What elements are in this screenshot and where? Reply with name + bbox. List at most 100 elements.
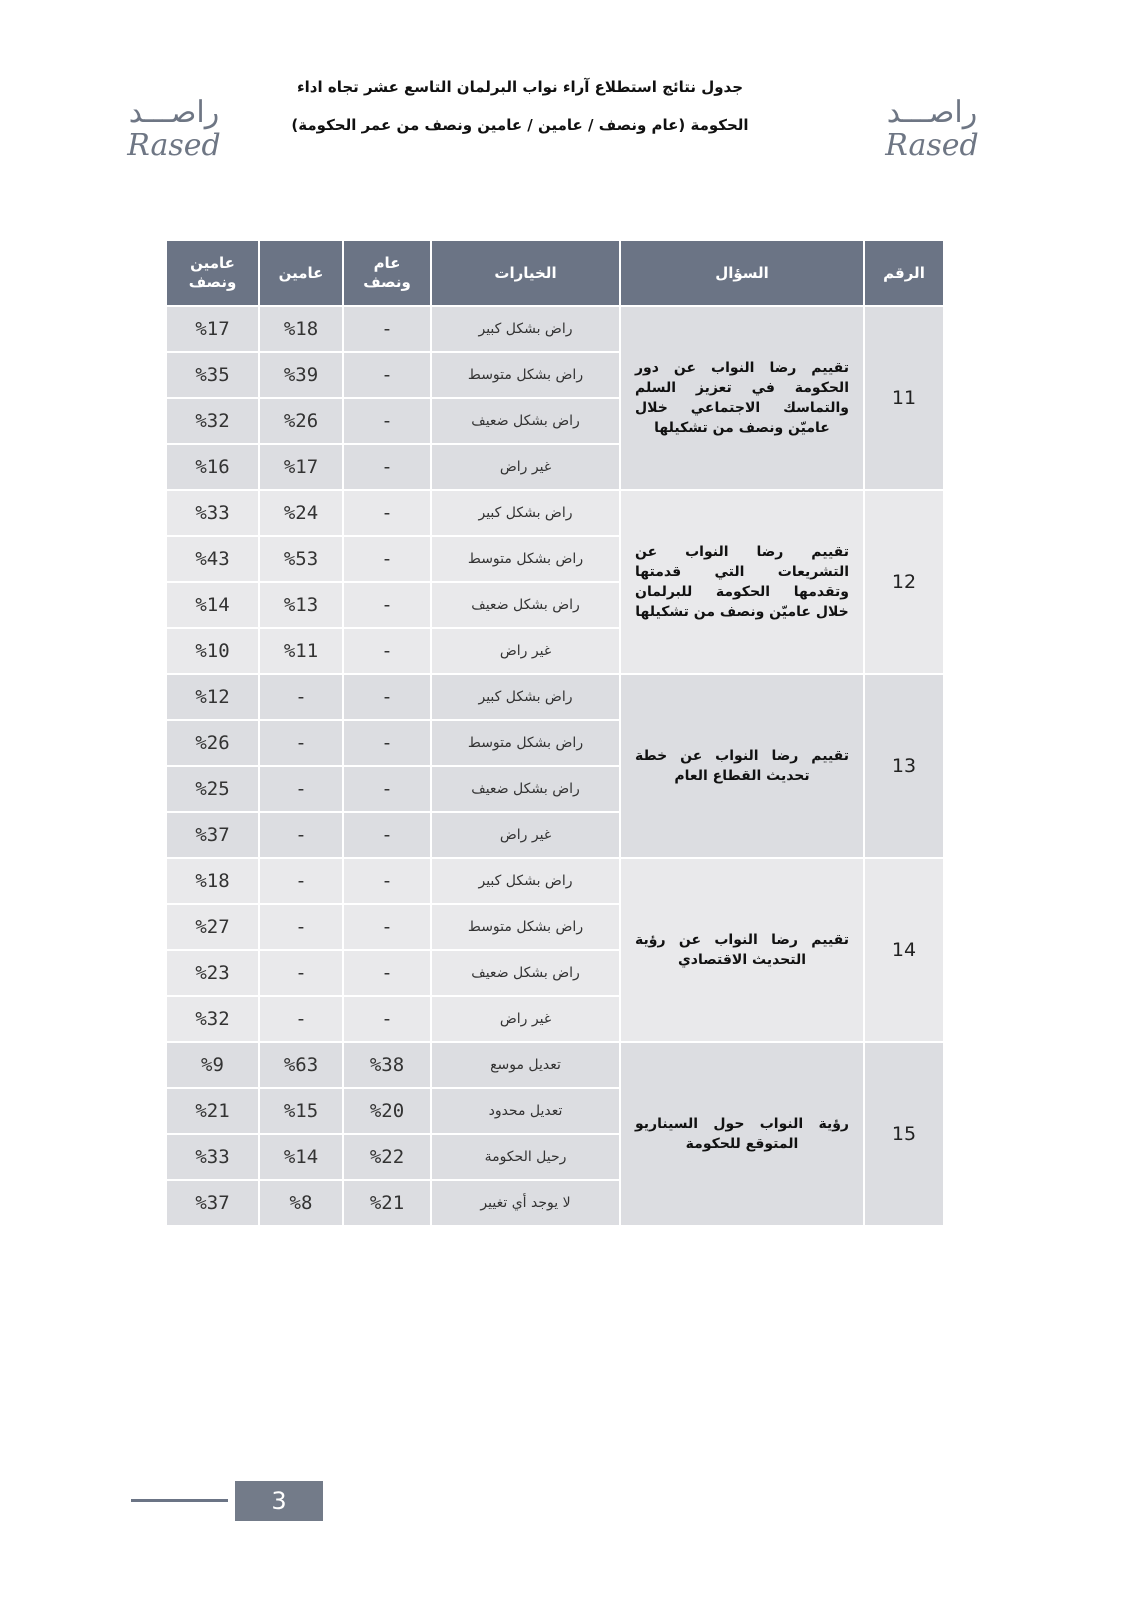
value-two-half: %35 [165, 351, 260, 399]
question-text: تقييم رضا النواب عن رؤية التحديث الاقتصا… [619, 857, 865, 1043]
value-year-half: - [342, 305, 432, 353]
table-row: 12 تقييم رضا النواب عن التشريعات التي قدم… [165, 489, 945, 675]
value-two-half: %37 [165, 1179, 260, 1227]
header-two-half: عامين ونصف [165, 239, 260, 307]
value-year-half: - [342, 397, 432, 445]
table-row: غير راض - - %32 [165, 995, 944, 1043]
value-two-half: %18 [165, 857, 260, 905]
value-two-half: %14 [165, 581, 260, 629]
value-year-half: - [342, 811, 432, 859]
value-two-years: %11 [258, 627, 344, 675]
header-question: السؤال [619, 239, 865, 307]
value-year-half: - [342, 443, 432, 491]
table-row: راض بشكل ضعيف - - %23 [165, 949, 944, 997]
value-two-years: - [258, 765, 344, 813]
value-two-years: - [258, 857, 344, 905]
table-row: لا يوجد أي تغيير %21 %8 %37 [165, 1179, 944, 1227]
question-text: تقييم رضا النواب عن دور الحكومة في تعزيز… [619, 305, 865, 491]
value-two-years: %24 [258, 489, 344, 537]
table-row: راض بشكل متوسط - %39 %35 [165, 351, 944, 399]
value-two-years: - [258, 811, 344, 859]
table-row: راض بشكل ضعيف - %13 %14 [165, 581, 944, 629]
value-two-years: %14 [258, 1133, 344, 1181]
value-two-years: %18 [258, 305, 344, 353]
question-number: 13 [863, 673, 945, 859]
table-row: غير راض - %17 %16 [165, 443, 944, 491]
option-label: غير راض [430, 995, 621, 1043]
header-year-half: عام ونصف [342, 239, 432, 307]
option-label: راض بشكل كبير [430, 305, 621, 353]
value-two-years: %63 [258, 1041, 344, 1089]
option-label: راض بشكل ضعيف [430, 397, 621, 445]
table-row: راض بشكل ضعيف - %26 %32 [165, 397, 944, 445]
table-row: 14 تقييم رضا النواب عن رؤية التحديث الاقت… [165, 857, 945, 1043]
value-two-half: %32 [165, 397, 260, 445]
page-title: جدول نتائج استطلاع آراء نواب البرلمان ال… [250, 74, 790, 150]
question-number: 14 [863, 857, 945, 1043]
header-number: الرقم [863, 239, 945, 307]
question-text: تقييم رضا النواب عن خطة تحديث القطاع الع… [619, 673, 865, 859]
option-label: راض بشكل ضعيف [430, 765, 621, 813]
header-two-years: عامين [258, 239, 344, 307]
table-row: 11 تقييم رضا النواب عن دور الحكومة في تعز… [165, 305, 945, 491]
question-text: رؤية النواب حول السيناريو المتوقع للحكوم… [619, 1041, 865, 1227]
question-number: 11 [863, 305, 945, 491]
value-year-half: - [342, 351, 432, 399]
option-label: تعديل محدود [430, 1087, 621, 1135]
value-two-years: - [258, 673, 344, 721]
option-label: راض بشكل متوسط [430, 535, 621, 583]
table-row: تعديل محدود %20 %15 %21 [165, 1087, 944, 1135]
header-options: الخيارات [430, 239, 621, 307]
question-text: تقييم رضا النواب عن التشريعات التي قدمته… [619, 489, 865, 675]
value-two-half: %37 [165, 811, 260, 859]
value-two-years: %53 [258, 535, 344, 583]
option-label: راض بشكل متوسط [430, 719, 621, 767]
value-two-half: %27 [165, 903, 260, 951]
table-header-row: الرقم السؤال الخيارات عام ونصف عامين عام… [165, 239, 945, 307]
table-row: 15 رؤية النواب حول السيناريو المتوقع للحك… [165, 1041, 945, 1227]
option-label: راض بشكل ضعيف [430, 581, 621, 629]
value-two-half: %26 [165, 719, 260, 767]
footer-divider [131, 1499, 228, 1502]
question-number: 15 [863, 1041, 945, 1227]
option-label: غير راض [430, 811, 621, 859]
value-two-half: %17 [165, 305, 260, 353]
option-label: غير راض [430, 627, 621, 675]
value-two-years: - [258, 903, 344, 951]
value-two-years: %17 [258, 443, 344, 491]
value-two-half: %10 [165, 627, 260, 675]
value-two-half: %12 [165, 673, 260, 721]
value-two-half: %33 [165, 1133, 260, 1181]
results-table: الرقم السؤال الخيارات عام ونصف عامين عام… [165, 239, 945, 1227]
option-label: تعديل موسع [430, 1041, 621, 1089]
value-two-half: %25 [165, 765, 260, 813]
table-row: 13 تقييم رضا النواب عن خطة تحديث القطاع ا… [165, 673, 945, 859]
value-two-half: %21 [165, 1087, 260, 1135]
value-year-half: - [342, 673, 432, 721]
value-year-half: %20 [342, 1087, 432, 1135]
table-row: غير راض - %11 %10 [165, 627, 944, 675]
option-label: راض بشكل ضعيف [430, 949, 621, 997]
value-year-half: - [342, 535, 432, 583]
value-two-years: %8 [258, 1179, 344, 1227]
value-year-half: - [342, 903, 432, 951]
value-year-half: - [342, 765, 432, 813]
option-label: راض بشكل كبير [430, 673, 621, 721]
value-two-half: %43 [165, 535, 260, 583]
table-row: راض بشكل متوسط - - %26 [165, 719, 944, 767]
option-label: راض بشكل كبير [430, 489, 621, 537]
table-row: رحيل الحكومة %22 %14 %33 [165, 1133, 944, 1181]
table-row: راض بشكل متوسط - - %27 [165, 903, 944, 951]
value-two-half: %32 [165, 995, 260, 1043]
logo-latin: Rased [885, 128, 979, 163]
value-year-half: - [342, 581, 432, 629]
option-label: راض بشكل متوسط [430, 903, 621, 951]
option-label: راض بشكل كبير [430, 857, 621, 905]
value-year-half: %21 [342, 1179, 432, 1227]
table-row: غير راض - - %37 [165, 811, 944, 859]
value-two-years: %26 [258, 397, 344, 445]
rased-logo: راصـــد Rased [124, 96, 224, 162]
value-two-years: %39 [258, 351, 344, 399]
rased-logo: راصـــد Rased [882, 96, 982, 162]
value-year-half: - [342, 857, 432, 905]
